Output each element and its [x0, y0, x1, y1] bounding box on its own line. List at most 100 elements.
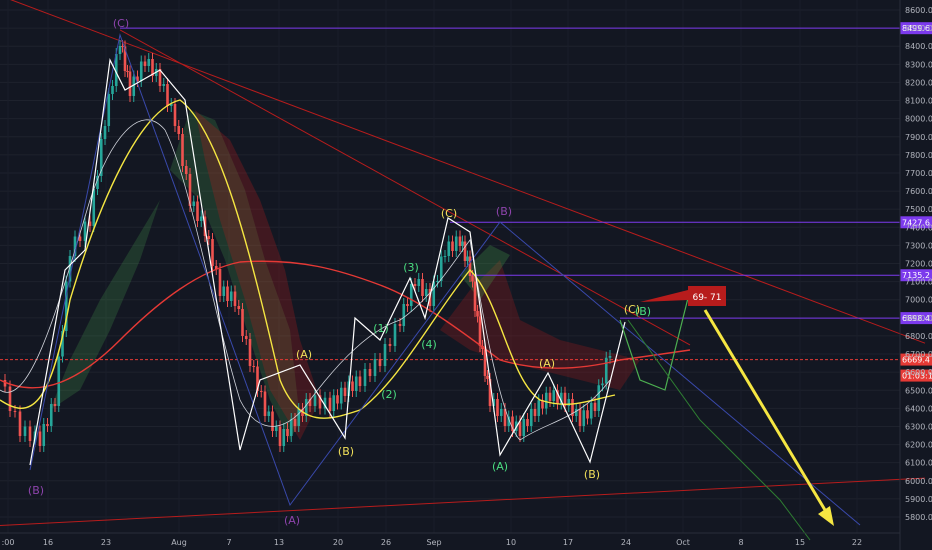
- ma-yellow: [0, 99, 616, 419]
- candle-body: [601, 383, 604, 386]
- candle-body: [492, 399, 496, 406]
- candle-body: [218, 269, 222, 296]
- wave-label: (C): [113, 17, 129, 30]
- wave-label: (1): [373, 322, 389, 335]
- candle-body: [473, 281, 477, 311]
- candle-body: [64, 281, 68, 331]
- candle-body: [274, 426, 278, 431]
- candle-body: [522, 419, 526, 436]
- price-tick-label: 6100.0: [905, 459, 932, 468]
- price-tick-label: 6200.0: [905, 441, 932, 450]
- target-callout: 69- 71: [640, 286, 726, 306]
- candle-body: [582, 410, 586, 426]
- candle-body: [73, 236, 77, 256]
- candle-body: [413, 284, 417, 286]
- candle-body: [99, 139, 103, 176]
- cloud-bear-2: [440, 260, 640, 390]
- candle-body: [544, 392, 548, 409]
- candle-body: [128, 71, 132, 96]
- time-axis[interactable]: :00 16 23 Aug 7 13 20 26 Sep 10 17 24 Oct 8 15 22: [2, 538, 863, 547]
- candle-body: [103, 126, 107, 139]
- indicators: [0, 99, 691, 441]
- price-tick-label: 8300.0: [905, 60, 932, 69]
- time-tick-label: 22: [852, 538, 862, 547]
- trendline[interactable]: [0, 0, 926, 344]
- candle-body: [169, 104, 173, 106]
- candle-body: [424, 289, 428, 296]
- candle-body: [241, 309, 244, 336]
- candle-body: [432, 281, 436, 306]
- candle-body: [354, 376, 358, 391]
- candle-body: [526, 419, 529, 426]
- wave-label: (B): [635, 305, 651, 318]
- candle-body: [61, 331, 64, 357]
- trendline[interactable]: [119, 29, 691, 346]
- candle-body: [166, 84, 169, 106]
- price-level-tag: [900, 353, 932, 366]
- candle-body: [478, 316, 482, 346]
- price-tick-label: 6500.0: [905, 386, 932, 395]
- candle-body: [343, 387, 347, 396]
- candle-body: [363, 369, 367, 386]
- candle-body: [289, 419, 293, 436]
- candle-body: [207, 236, 211, 239]
- trendlines: [0, 0, 926, 527]
- candle-body: [13, 411, 17, 412]
- wave-label: (A): [492, 460, 508, 473]
- wave-label: (B): [28, 484, 44, 497]
- candle-body: [23, 426, 27, 436]
- candle-body: [559, 392, 563, 404]
- time-tick-label: 20: [333, 538, 343, 547]
- candle-body: [571, 399, 574, 416]
- candle-body: [486, 376, 489, 379]
- candle-body: [139, 61, 143, 81]
- candle-body: [49, 404, 53, 426]
- wave-label: (B): [338, 445, 354, 458]
- price-tick-label: 8000.0: [905, 115, 932, 124]
- price-tick-label: 6300.0: [905, 422, 932, 431]
- candle-body: [323, 397, 327, 409]
- candle-body: [267, 411, 271, 416]
- candle-body: [368, 369, 372, 376]
- candle-body: [406, 304, 409, 306]
- candle-body: [463, 241, 467, 261]
- candle-body: [83, 221, 87, 241]
- price-tick-label: 8100.0: [905, 97, 932, 106]
- time-tick-label: 15: [795, 538, 805, 547]
- candle-body: [454, 236, 458, 251]
- candle-body: [282, 429, 286, 446]
- candle-body: [563, 392, 567, 406]
- candle-body: [271, 411, 274, 431]
- price-tick-label: 7700.0: [905, 169, 932, 178]
- candle-body: [229, 291, 233, 301]
- candle-body: [468, 256, 472, 276]
- wave-label: (4): [421, 338, 437, 351]
- wave-label: (3): [403, 261, 419, 274]
- candle-body: [177, 126, 181, 134]
- candle-body: [608, 356, 612, 358]
- price-tick-label: 7000.0: [905, 296, 932, 305]
- candle-body: [604, 357, 608, 384]
- price-axis[interactable]: 5800.0 5900.0 6000.0 6100.0 6200.0 6300.0 6400…: [905, 6, 932, 522]
- candle-body: [443, 256, 447, 257]
- price-tick-label: 5900.0: [905, 495, 932, 504]
- trendline[interactable]: [0, 477, 926, 527]
- candle-body: [436, 281, 439, 282]
- candle-body: [132, 76, 136, 96]
- wave-label: (C): [441, 207, 457, 220]
- wave-label: (2): [381, 388, 397, 401]
- price-tick-label: 8200.0: [905, 78, 932, 87]
- candle-body: [496, 399, 499, 416]
- candle-body: [78, 236, 82, 241]
- price-level-tag: [900, 216, 932, 229]
- time-tick-label: 17: [563, 538, 573, 547]
- price-tick-label: 7400.0: [905, 223, 932, 232]
- candle-body: [158, 69, 162, 86]
- price-levels: 8499.6 7427.6 7135.2 6898.4 6669.4 01:03:14: [0, 22, 932, 382]
- candle-body: [589, 402, 593, 419]
- candle-body: [552, 390, 556, 401]
- candle-body: [537, 400, 541, 416]
- time-tick-label: 26: [381, 538, 391, 547]
- time-tick-label: 13: [274, 538, 284, 547]
